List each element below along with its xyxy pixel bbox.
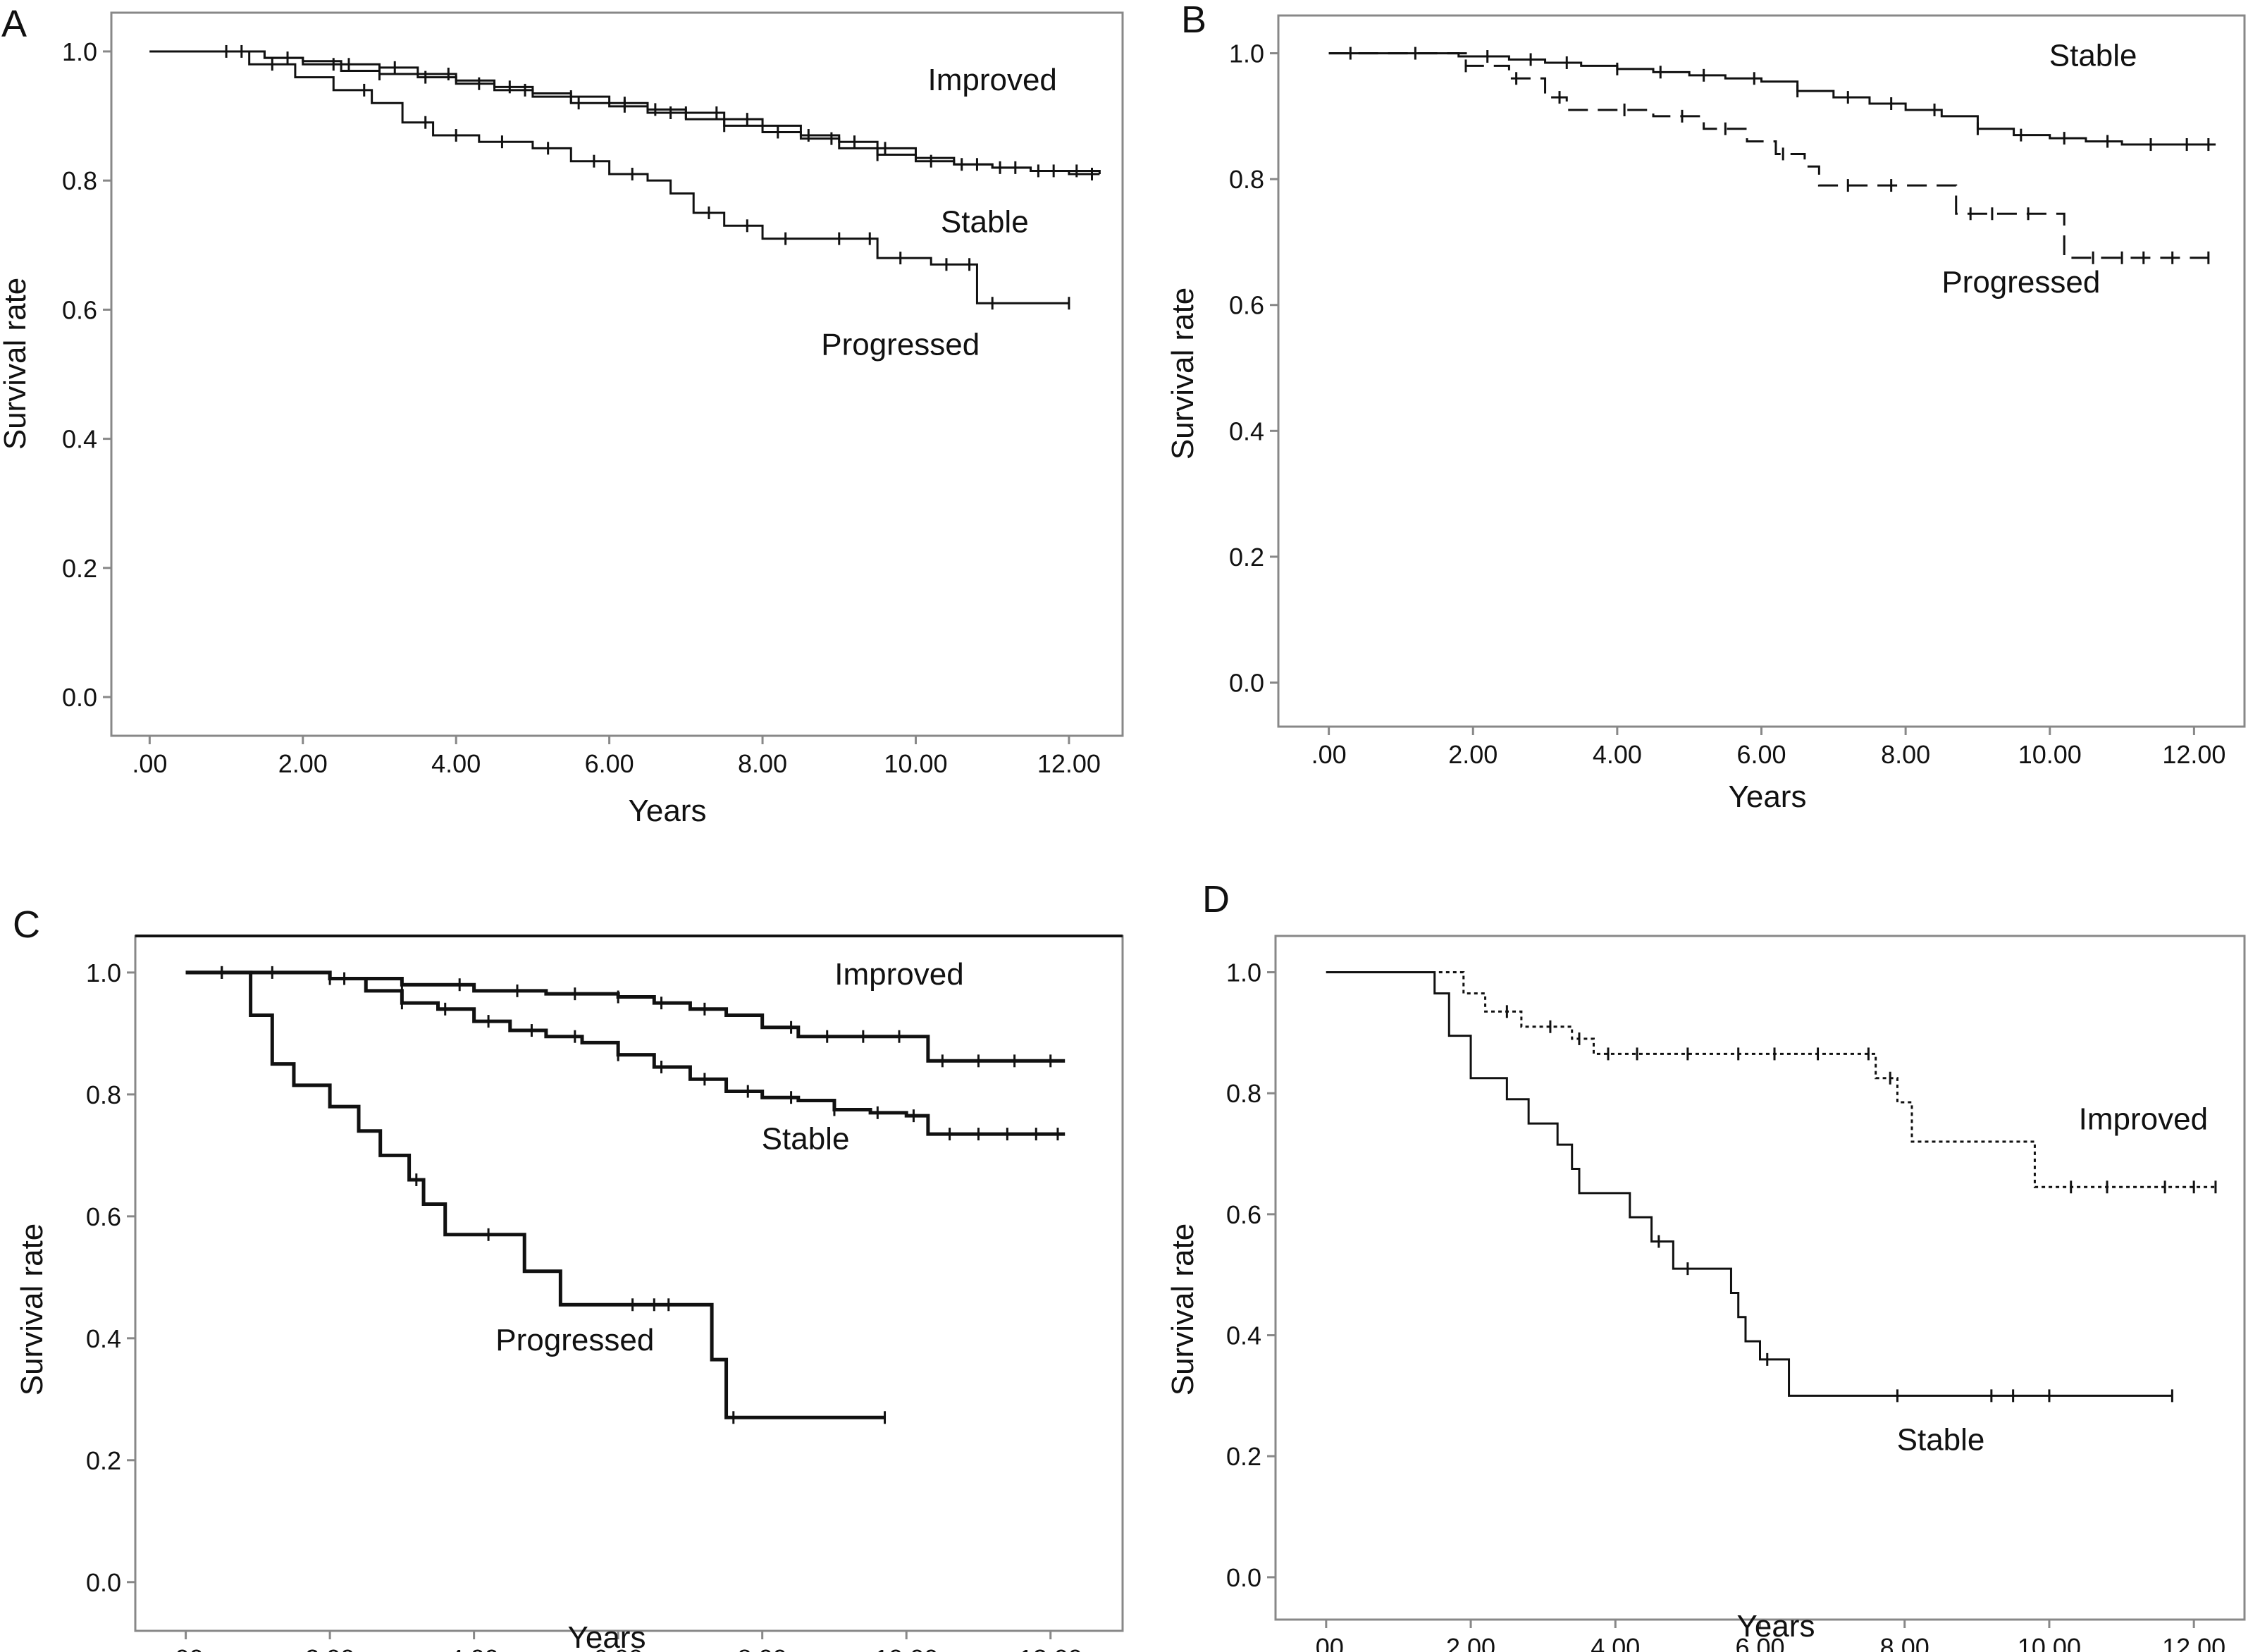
panel-c: C 0.0 0.2 0.4 0.6 0.8 1.0 .00 2.00 4.00 6.00 8.00 10… <box>13 904 1124 1652</box>
y-tick-label: 0.8 <box>1229 165 1264 194</box>
series-stable: Stable <box>149 44 1100 239</box>
x-axis-title: Years <box>629 794 707 828</box>
series-improved: Improved <box>1326 971 2217 1194</box>
x-tick-label: 6.00 <box>1736 740 1786 769</box>
x-tick-label: 2.00 <box>278 749 328 778</box>
y-tick-label: 0.6 <box>86 1202 121 1231</box>
panel-b: B 0.0 0.2 0.4 0.6 0.8 1.0 .00 2.00 4.00 6.00 8.00 10… <box>1166 0 2246 814</box>
x-tick-label: 4.00 <box>1591 1633 1640 1652</box>
x-tick-label: 6.00 <box>585 749 634 778</box>
survival-curve-stable <box>1326 971 2173 1397</box>
panel-letter: A <box>1 3 27 45</box>
series-improved: Improved <box>185 957 1066 1068</box>
y-tick-label: 0.0 <box>86 1568 121 1597</box>
y-tick-label: 0.0 <box>1229 668 1264 697</box>
series-stable: Stable <box>1328 38 2216 152</box>
series-progressed: Progressed <box>149 50 1070 362</box>
y-tick-label: 1.0 <box>1229 39 1264 68</box>
y-axis-title: Survival rate <box>15 1223 49 1396</box>
x-tick-label: 12.00 <box>1019 1644 1082 1652</box>
curve-label-progressed: Progressed <box>1941 265 2100 300</box>
x-tick-label: 8.00 <box>738 749 787 778</box>
series-progressed: Progressed <box>1328 52 2210 300</box>
y-tick-label: 0.0 <box>62 683 97 712</box>
y-tick-label: 0.4 <box>1229 417 1264 445</box>
y-tick-label: 0.4 <box>62 425 97 454</box>
curve-label-stable: Stable <box>941 204 1029 239</box>
y-tick-label: 0.6 <box>1229 291 1264 320</box>
panel-a: A 0.0 0.2 0.4 0.6 0.8 1.0 .00 2.00 4.00 6.00 8.00 10… <box>0 3 1124 828</box>
y-axis-title: Survival rate <box>1166 1223 1200 1396</box>
y-tick-label: 1.0 <box>62 37 97 66</box>
y-tick-label: 0.4 <box>86 1324 121 1353</box>
y-tick-label: 0.8 <box>86 1080 121 1109</box>
curve-label-stable: Stable <box>762 1122 850 1157</box>
x-tick-label: .00 <box>1311 740 1347 769</box>
x-tick-label: 12.00 <box>1037 749 1101 778</box>
survival-curve-progressed <box>185 970 885 1419</box>
x-axis-title: Years <box>1729 779 1807 814</box>
x-tick-label: 6.00 <box>1735 1633 1784 1652</box>
panel-letter: D <box>1202 878 1230 920</box>
x-axis-title: Years <box>1737 1609 1815 1644</box>
x-tick-label: 2.00 <box>305 1644 354 1652</box>
x-tick-label: 8.00 <box>738 1644 787 1652</box>
curve-label-improved: Improved <box>2079 1102 2208 1137</box>
survival-curve-improved <box>1326 971 2216 1188</box>
survival-curve-stable <box>149 50 1100 175</box>
y-tick-label: 1.0 <box>86 958 121 987</box>
y-tick-label: 0.6 <box>62 295 97 324</box>
x-tick-label: .00 <box>168 1644 204 1652</box>
curve-label-progressed: Progressed <box>821 328 980 362</box>
curve-label-stable: Stable <box>1897 1423 1985 1457</box>
y-tick-label: 0.2 <box>1226 1442 1261 1471</box>
y-axis-title: Survival rate <box>0 278 32 450</box>
x-tick-label: 4.00 <box>450 1644 499 1652</box>
survival-curve-progressed <box>149 50 1069 304</box>
y-axis-title: Survival rate <box>1166 288 1200 460</box>
y-tick-label: 0.2 <box>1229 543 1264 572</box>
x-tick-label: 10.00 <box>884 749 947 778</box>
y-tick-label: 0.0 <box>1226 1563 1261 1592</box>
survival-curve-progressed <box>1328 52 2209 259</box>
curve-label-improved: Improved <box>834 957 963 992</box>
x-tick-label: 4.00 <box>1593 740 1642 769</box>
x-tick-label: 10.00 <box>875 1644 938 1652</box>
x-tick-label: 8.00 <box>1880 1633 1929 1652</box>
y-tick-label: 0.6 <box>1226 1200 1261 1229</box>
y-tick-label: 1.0 <box>1226 958 1261 987</box>
x-axis-title: Years <box>568 1620 646 1652</box>
series-progressed: Progressed <box>185 966 887 1424</box>
y-tick-label: 0.2 <box>62 554 97 583</box>
x-tick-label: 12.00 <box>2162 1633 2225 1652</box>
panel-d: D 0.0 0.2 0.4 0.6 0.8 1.0 .00 2.00 4.00 6.00 8.00 10… <box>1166 878 2246 1652</box>
x-tick-label: 8.00 <box>1881 740 1930 769</box>
x-tick-label: .00 <box>1309 1633 1344 1652</box>
x-tick-label: 2.00 <box>1448 740 1498 769</box>
series-improved: Improved <box>149 44 1101 178</box>
panel-letter: B <box>1181 0 1206 41</box>
y-tick-label: 0.4 <box>1226 1321 1261 1350</box>
x-tick-label: 2.00 <box>1446 1633 1495 1652</box>
curve-label-improved: Improved <box>927 63 1056 97</box>
series-stable: Stable <box>185 970 1066 1157</box>
curve-label-progressed: Progressed <box>495 1323 654 1357</box>
series-stable: Stable <box>1326 971 2173 1457</box>
x-tick-label: 10.00 <box>2018 740 2082 769</box>
x-tick-label: 6.00 <box>593 1644 643 1652</box>
panel-letter: C <box>13 904 40 946</box>
y-tick-label: 0.8 <box>62 166 97 195</box>
x-tick-label: 12.00 <box>2162 740 2225 769</box>
x-tick-label: 4.00 <box>431 749 481 778</box>
y-tick-label: 0.8 <box>1226 1079 1261 1108</box>
x-tick-label: .00 <box>132 749 167 778</box>
x-tick-label: 10.00 <box>2018 1633 2081 1652</box>
plot-frame <box>110 11 1124 737</box>
curve-label-stable: Stable <box>2049 38 2137 73</box>
y-tick-label: 0.2 <box>86 1446 121 1475</box>
